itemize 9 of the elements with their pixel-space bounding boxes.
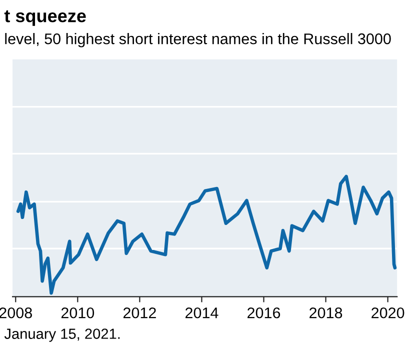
text: January 15, 2021. [4,328,120,342]
x-tick-label: 2020 [372,307,404,318]
x-tick-label: 2016 [248,307,280,318]
x-tick-label: 2014 [185,307,218,318]
chart-subtitle: level, 50 highest short interest names in the Russell 3000 [5,33,391,48]
x-tick-label: 2018 [310,307,342,318]
x-tick-label: 2010 [61,307,94,318]
x-tick-label: 2012 [123,307,156,318]
chart-title: t squeeze [4,10,86,26]
